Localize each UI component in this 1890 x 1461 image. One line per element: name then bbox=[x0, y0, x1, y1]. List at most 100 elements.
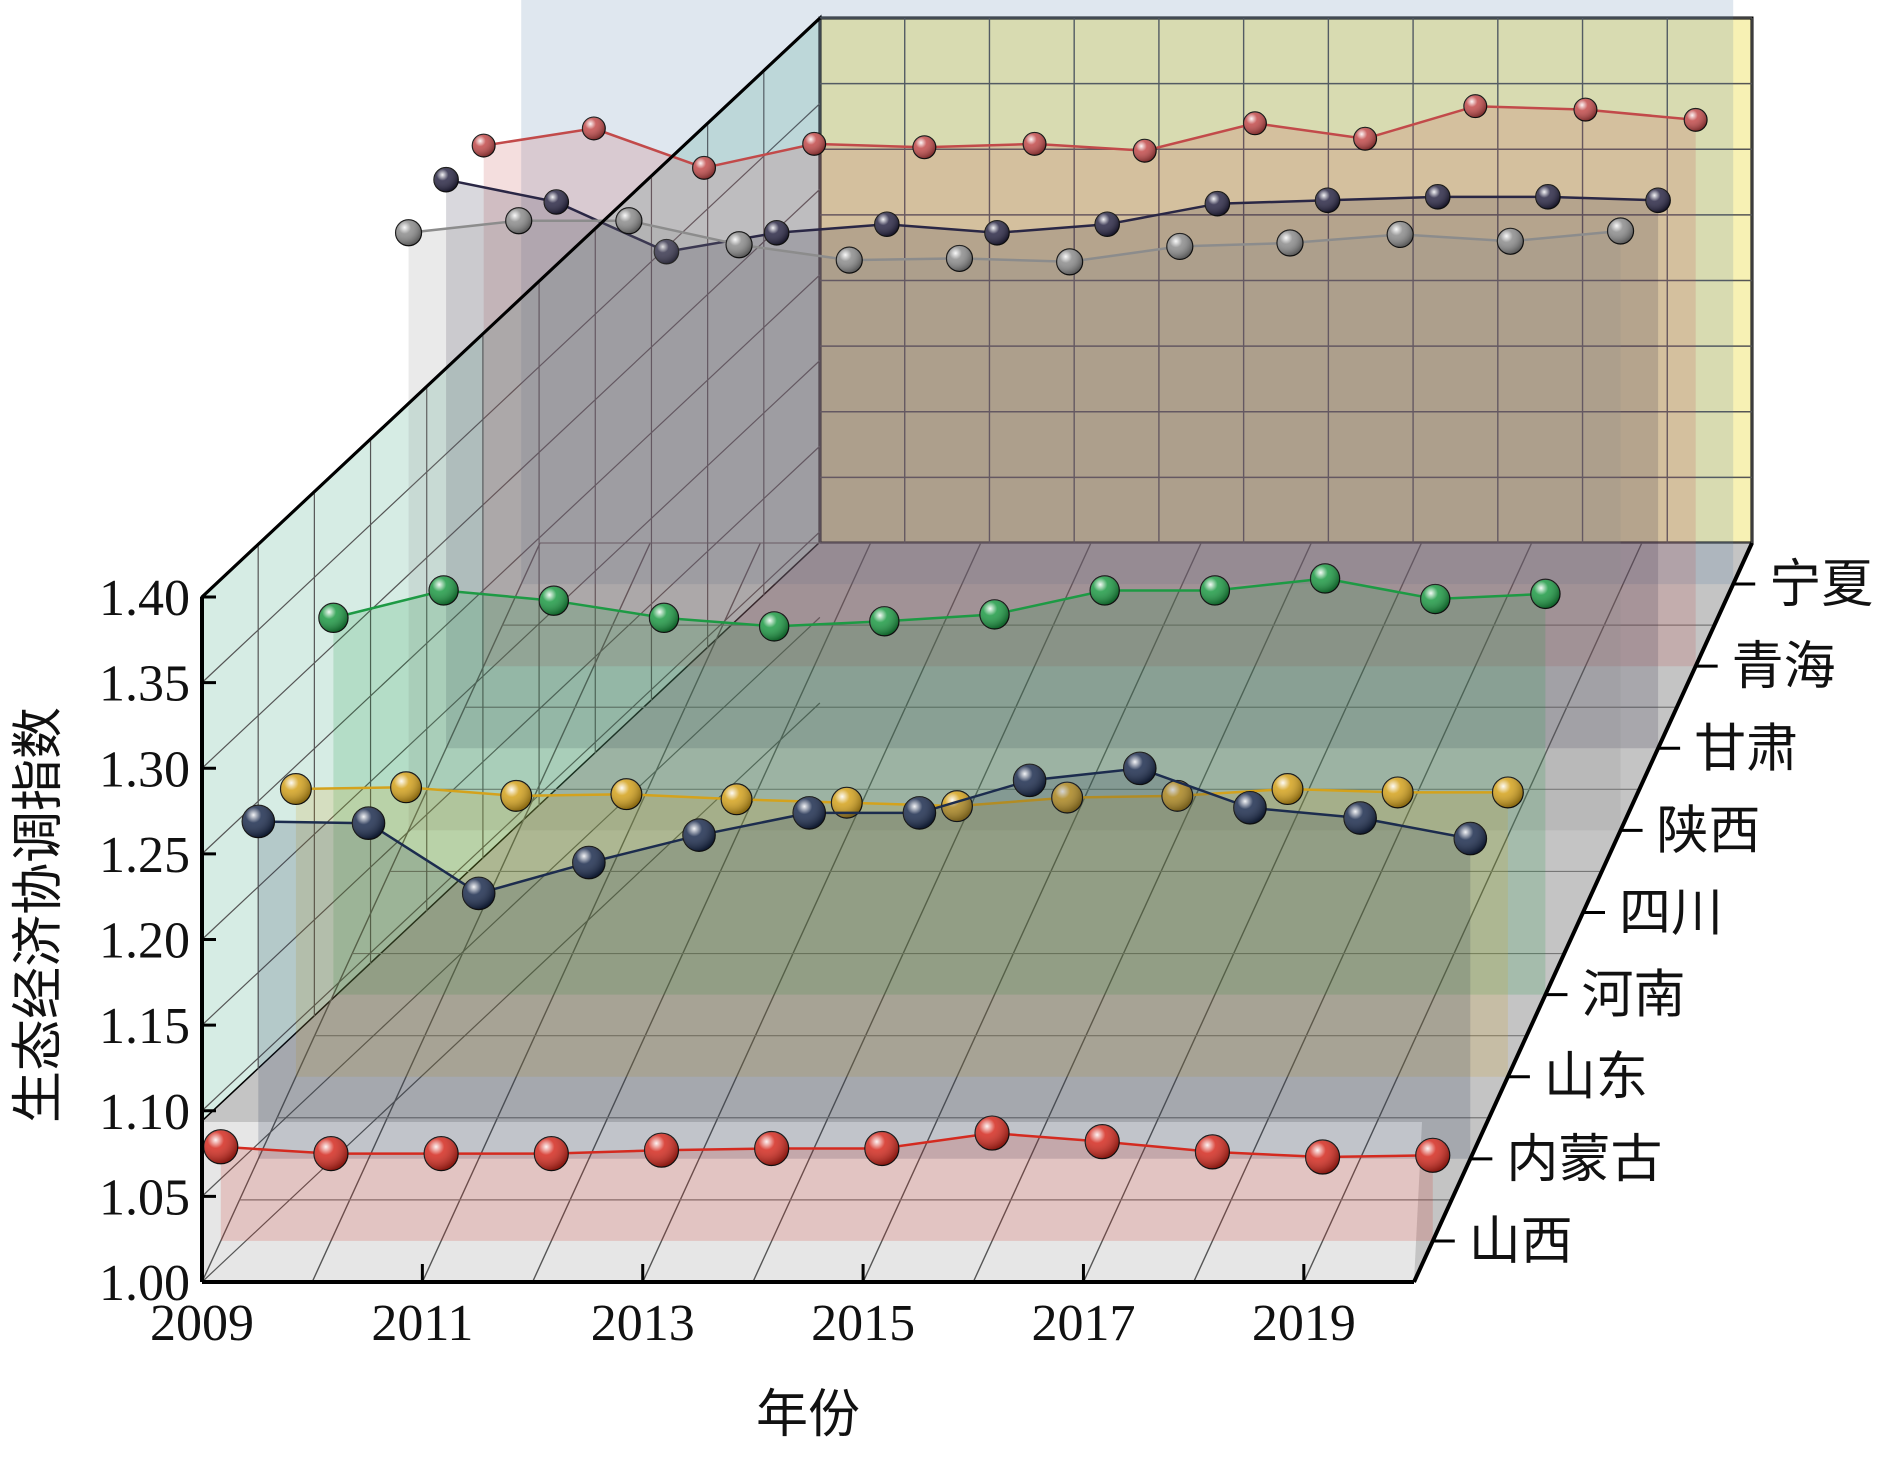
data-point-highlight bbox=[1233, 791, 1267, 824]
series-area-6 bbox=[446, 179, 1659, 749]
series-label: 山西 bbox=[1469, 1214, 1573, 1271]
data-point-highlight bbox=[1530, 579, 1561, 609]
data-point-highlight bbox=[1574, 98, 1597, 122]
x-axis-title: 年份 bbox=[756, 1387, 860, 1444]
data-point-highlight bbox=[1195, 1134, 1230, 1169]
floor-gridline-year bbox=[421, 542, 762, 1283]
data-point-highlight bbox=[1013, 764, 1046, 797]
series-line-0 bbox=[220, 1131, 1433, 1159]
data-point-highlight bbox=[1056, 248, 1083, 275]
data-point-highlight bbox=[984, 220, 1010, 246]
series-label: 青海 bbox=[1732, 639, 1836, 696]
data-point-highlight bbox=[1133, 139, 1157, 163]
y-tick-label: 1.20 bbox=[99, 913, 190, 970]
data-point-highlight bbox=[1343, 801, 1377, 835]
y-tick-label: 1.10 bbox=[99, 1084, 190, 1141]
data-point-highlight bbox=[1454, 822, 1487, 855]
data-point-highlight bbox=[433, 167, 459, 192]
series-area-0 bbox=[220, 1133, 1433, 1241]
data-point-highlight bbox=[1085, 1124, 1120, 1159]
floor-gridline-year bbox=[1082, 542, 1423, 1283]
data-point-highlight bbox=[1353, 127, 1377, 151]
data-point-highlight bbox=[1305, 1140, 1340, 1175]
x-tick-label: 2009 bbox=[150, 1295, 254, 1352]
series-area-5 bbox=[408, 220, 1621, 831]
data-point-highlight bbox=[864, 1131, 899, 1166]
data-point-highlight bbox=[1161, 780, 1193, 812]
data-point-highlight bbox=[1023, 132, 1046, 156]
y-tick-label: 1.15 bbox=[99, 998, 190, 1055]
series-line-1 bbox=[258, 767, 1471, 895]
data-point-highlight bbox=[462, 877, 495, 910]
left-wall-gridline bbox=[201, 531, 821, 1112]
left-wall-gridline bbox=[201, 274, 821, 855]
series-label: 甘肃 bbox=[1694, 721, 1798, 778]
data-point-highlight bbox=[429, 575, 459, 606]
floor-gridline-year bbox=[1192, 542, 1533, 1283]
data-point-highlight bbox=[759, 611, 789, 642]
series-label: 宁夏 bbox=[1769, 557, 1873, 614]
series-area-3 bbox=[333, 578, 1546, 995]
data-point-highlight bbox=[793, 796, 826, 830]
data-point-highlight bbox=[979, 599, 1010, 630]
data-point-highlight bbox=[242, 805, 275, 838]
data-point-highlight bbox=[1535, 184, 1561, 210]
top-edge-line bbox=[200, 16, 822, 599]
data-point-highlight bbox=[611, 778, 642, 810]
data-point-highlight bbox=[836, 247, 863, 274]
left-wall-gridline bbox=[201, 616, 821, 1197]
data-point-highlight bbox=[1607, 218, 1634, 245]
data-point-highlight bbox=[1205, 191, 1230, 216]
data-point-highlight bbox=[1243, 111, 1267, 135]
series-area-7 bbox=[483, 106, 1696, 667]
data-point-highlight bbox=[764, 220, 789, 246]
series-line-5 bbox=[408, 219, 1621, 264]
data-point-highlight bbox=[615, 207, 642, 234]
data-point-highlight bbox=[1095, 212, 1120, 237]
x-tick-label: 2015 bbox=[811, 1295, 915, 1352]
x-tick-label: 2011 bbox=[371, 1295, 473, 1352]
data-point-highlight bbox=[505, 207, 532, 234]
data-point-highlight bbox=[582, 117, 606, 140]
series-label: 内蒙古 bbox=[1506, 1132, 1662, 1189]
data-point-highlight bbox=[280, 773, 312, 805]
data-point-highlight bbox=[682, 818, 716, 852]
floor bbox=[202, 543, 1752, 1282]
data-point-highlight bbox=[1420, 584, 1450, 614]
data-point-highlight bbox=[1090, 575, 1120, 606]
floor-gridline-year bbox=[1303, 542, 1643, 1283]
data-point-highlight bbox=[472, 134, 496, 157]
data-point-highlight bbox=[1497, 228, 1524, 255]
data-point-highlight bbox=[203, 1129, 238, 1164]
data-point-highlight bbox=[654, 239, 679, 264]
label-layer: 1.40 1.35 1.30 1.25 1.20 1.15 1.10 1.05 1.002009… bbox=[99, 557, 1873, 1352]
data-point-highlight bbox=[390, 771, 422, 803]
series-label: 河南 bbox=[1581, 968, 1685, 1025]
y-axis-title: 生态经济协调指数 bbox=[11, 707, 68, 1123]
data-point-highlight bbox=[500, 780, 532, 812]
floor-gridline-year bbox=[752, 542, 1092, 1283]
data-point-highlight bbox=[1492, 777, 1524, 808]
series-label: 山东 bbox=[1544, 1050, 1648, 1107]
left-wall-gridline bbox=[201, 445, 821, 1026]
y-tick-label: 1.35 bbox=[99, 656, 190, 713]
y-tick-label: 1.00 bbox=[99, 1255, 190, 1312]
x-tick-label: 2013 bbox=[591, 1295, 695, 1352]
data-point-highlight bbox=[975, 1116, 1010, 1151]
data-point-highlight bbox=[539, 586, 569, 616]
data-point-highlight bbox=[644, 1133, 679, 1168]
data-point-highlight bbox=[572, 846, 606, 879]
series-line-3 bbox=[333, 577, 1546, 628]
data-point-highlight bbox=[912, 135, 936, 159]
data-point-highlight bbox=[692, 156, 716, 180]
floor-front bbox=[202, 1122, 1422, 1282]
data-point-highlight bbox=[318, 603, 349, 633]
y-tick-label: 1.40 bbox=[99, 570, 190, 627]
data-point-highlight bbox=[726, 231, 753, 258]
data-point-highlight bbox=[1415, 1138, 1450, 1173]
series-line-7 bbox=[483, 104, 1696, 170]
series-label: 陕西 bbox=[1657, 803, 1761, 860]
series-line-6 bbox=[445, 178, 1659, 253]
y-tick-label: 1.25 bbox=[99, 827, 190, 884]
